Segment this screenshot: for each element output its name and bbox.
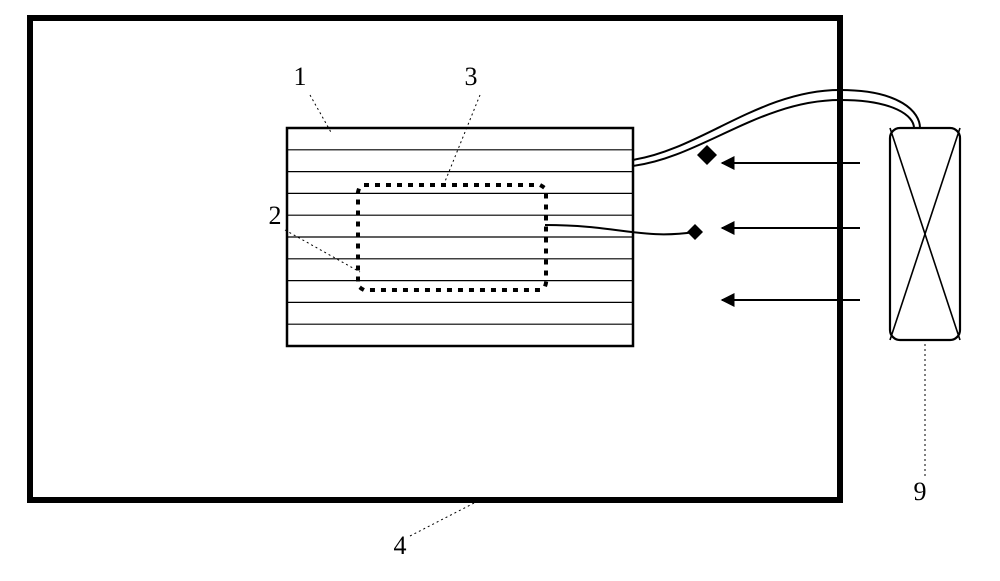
label-topLeft: 1 [294, 62, 307, 91]
label-right: 9 [914, 477, 927, 506]
label-topRight: 3 [465, 62, 478, 91]
device-box [890, 128, 960, 340]
hatched-panel [287, 128, 633, 346]
label-midLeft: 2 [269, 201, 282, 230]
label-bottom: 4 [394, 531, 407, 560]
